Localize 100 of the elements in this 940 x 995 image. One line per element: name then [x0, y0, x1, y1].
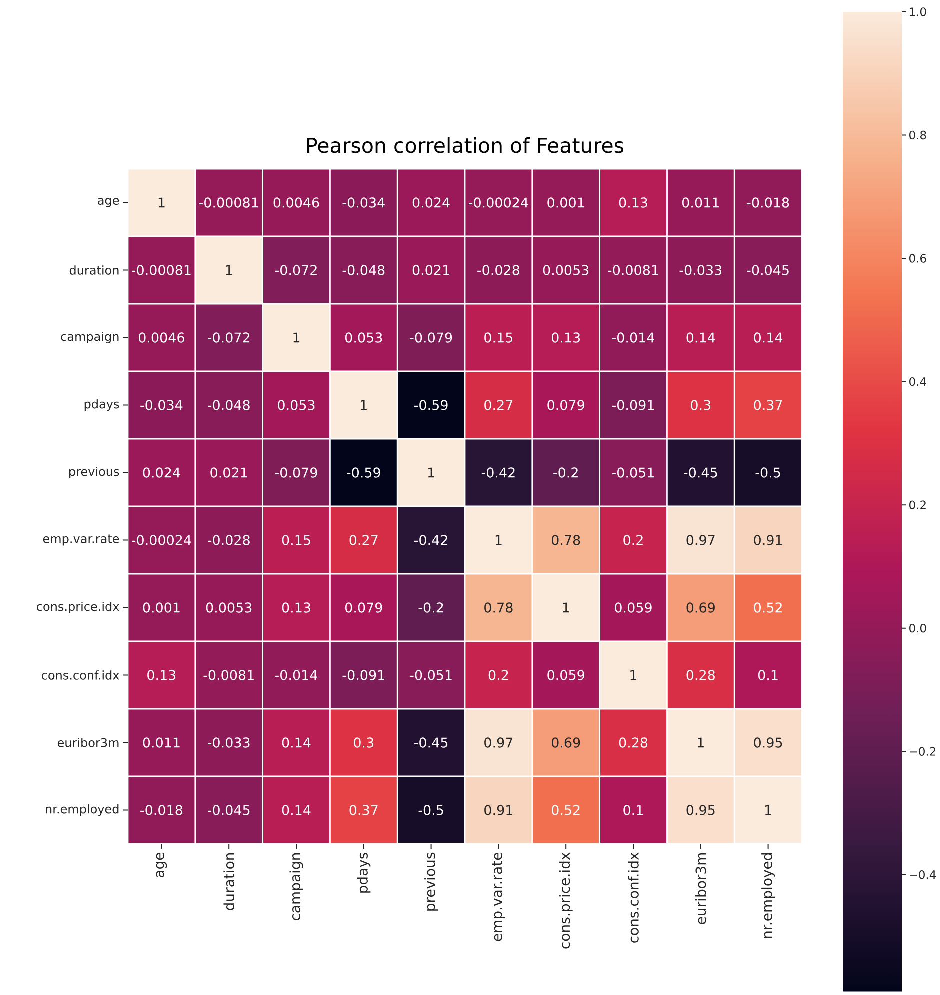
data-label: -0.033 — [680, 265, 722, 276]
data-label: 0.13 — [148, 670, 176, 680]
data-label: 0.78 — [552, 535, 580, 546]
data-label: 0.13 — [619, 198, 648, 208]
data-label: 1 — [294, 332, 300, 343]
data-label: 0.024 — [143, 468, 180, 478]
data-label: 0.14 — [686, 332, 716, 343]
data-label: 0.0053 — [543, 265, 589, 276]
data-label: 1 — [563, 602, 570, 613]
data-label: 0.3 — [691, 400, 711, 410]
color-bar-label: 0.6 — [910, 254, 926, 263]
data-label: -0.45 — [684, 468, 718, 478]
chart-title: Pearson correlation of Features — [308, 137, 624, 154]
data-label: 0.15 — [282, 535, 310, 546]
color-bar-label: 0.8 — [910, 130, 926, 140]
color-bar-label: 0.0 — [910, 624, 926, 633]
x-tick-label: pdays — [357, 852, 371, 893]
color-bar-label: −0.2 — [910, 747, 936, 756]
data-label: 1 — [765, 805, 772, 816]
data-label: 0.011 — [143, 738, 180, 748]
data-label: 0.37 — [350, 805, 378, 816]
data-label: 0.14 — [282, 805, 311, 816]
data-label: -0.00081 — [132, 265, 191, 276]
y-tick-label: duration — [70, 266, 119, 275]
y-tick-label: age — [98, 198, 120, 208]
data-label: 0.91 — [754, 535, 782, 546]
x-tick-label: age — [156, 853, 168, 878]
data-label: 0.28 — [619, 738, 648, 748]
data-label: -0.018 — [140, 805, 183, 816]
data-label: -0.033 — [208, 738, 250, 748]
color-bar-label: −0.4 — [910, 870, 936, 880]
data-label: 0.0053 — [206, 602, 252, 613]
data-label: 0.91 — [484, 805, 512, 816]
data-label: 0.95 — [686, 805, 715, 816]
data-label: -0.014 — [612, 332, 654, 343]
data-label: 0.13 — [282, 602, 310, 613]
data-label: -0.091 — [612, 400, 654, 410]
data-label: -0.2 — [554, 468, 578, 478]
data-label: 1 — [226, 265, 232, 276]
data-label: -0.00024 — [469, 198, 528, 208]
data-label: -0.028 — [208, 535, 250, 546]
data-label: -0.45 — [414, 738, 448, 748]
data-label: -0.051 — [612, 468, 654, 478]
x-tick-label: campaign — [290, 853, 304, 921]
data-label: 0.15 — [484, 332, 513, 343]
data-label: 1 — [698, 738, 704, 748]
data-label: 0.079 — [548, 400, 584, 410]
y-tick-label: pdays — [84, 399, 120, 412]
data-label: -0.045 — [747, 265, 789, 276]
data-label: 0.0046 — [274, 198, 320, 208]
data-label: -0.42 — [482, 468, 515, 478]
data-label: -0.051 — [410, 670, 452, 680]
data-label: -0.034 — [342, 198, 385, 208]
data-label: 0.13 — [552, 332, 580, 343]
data-label: -0.079 — [410, 332, 452, 343]
x-tick-label: cons.conf.idx — [628, 852, 639, 943]
data-label: -0.028 — [478, 265, 520, 276]
data-label: -0.034 — [140, 400, 183, 410]
data-label: 0.69 — [552, 738, 580, 748]
data-label: -0.2 — [418, 602, 444, 613]
data-label: 0.27 — [484, 400, 513, 410]
x-tick-label: euribor3m — [695, 853, 706, 924]
data-label: -0.59 — [414, 400, 448, 410]
x-tick-label: nr.employed — [762, 854, 776, 938]
data-label: 0.95 — [754, 738, 782, 748]
data-label: -0.014 — [275, 670, 318, 680]
y-tick-label: previous — [70, 466, 120, 479]
data-label: 0.079 — [345, 602, 382, 613]
data-label: 1 — [630, 670, 637, 680]
y-tick-label: cons.conf.idx — [42, 670, 120, 680]
data-label: -0.5 — [756, 468, 780, 478]
data-label: 0.001 — [143, 602, 180, 613]
data-label: 0.053 — [345, 332, 382, 343]
data-label: -0.00024 — [132, 535, 192, 546]
data-label: -0.00081 — [199, 198, 258, 208]
data-label: -0.59 — [347, 468, 380, 478]
color-bar-label: 1.0 — [910, 8, 926, 16]
data-label: 0.28 — [686, 670, 715, 680]
data-label: 0.52 — [754, 602, 782, 613]
data-label: -0.079 — [275, 468, 318, 478]
x-tick-label: duration — [224, 853, 235, 910]
data-label: 0.059 — [548, 670, 584, 680]
data-label: 0.97 — [484, 738, 513, 748]
data-label: 1 — [428, 468, 434, 478]
data-label: -0.42 — [414, 535, 448, 546]
data-label: 0.0046 — [138, 332, 184, 343]
data-label: 0.021 — [210, 468, 248, 478]
data-label: 0.27 — [350, 535, 378, 546]
data-label: 0.2 — [624, 535, 643, 546]
data-label: 0.14 — [754, 332, 783, 343]
data-label: 0.97 — [686, 535, 715, 546]
y-tick-label: campaign — [61, 332, 119, 344]
data-label: -0.045 — [208, 805, 250, 816]
x-tick-label: emp.var.rate — [492, 853, 506, 942]
data-label: 1 — [361, 400, 367, 410]
x-tick-label: cons.price.idx — [559, 852, 573, 949]
y-tick-label: emp.var.rate — [43, 534, 120, 546]
data-label: 0.024 — [412, 198, 450, 208]
data-label: -0.018 — [747, 198, 790, 208]
data-label: -0.5 — [418, 805, 444, 816]
